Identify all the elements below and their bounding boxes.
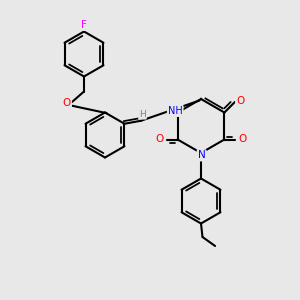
Text: F: F bbox=[81, 20, 87, 30]
Text: N: N bbox=[198, 150, 206, 161]
Text: H: H bbox=[139, 110, 146, 118]
Text: O: O bbox=[62, 98, 71, 109]
Text: O: O bbox=[238, 134, 247, 145]
Text: O: O bbox=[62, 98, 71, 109]
Text: NH: NH bbox=[168, 106, 183, 116]
Text: O: O bbox=[236, 95, 244, 106]
Text: O: O bbox=[155, 134, 164, 145]
